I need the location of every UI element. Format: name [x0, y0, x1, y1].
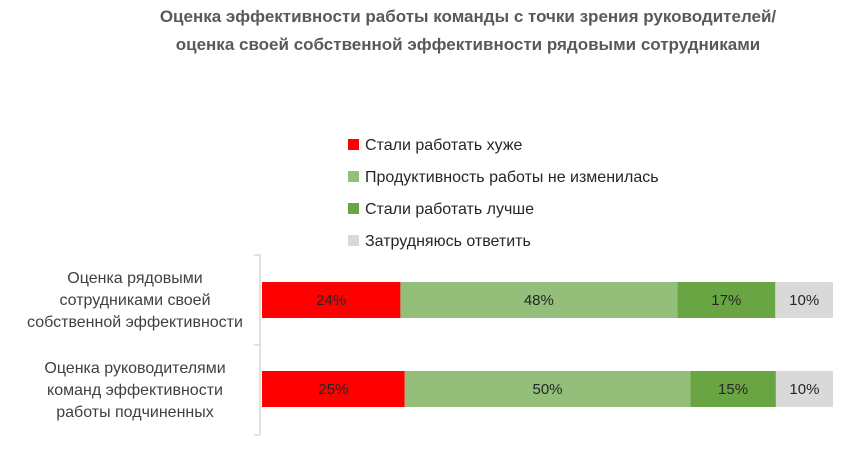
bar-segment — [677, 282, 776, 318]
chart-legend: Стали работать хуже Продуктивность работы… — [348, 137, 659, 250]
legend-swatch — [348, 203, 359, 214]
category-label-line: Оценка руководителями — [44, 360, 225, 377]
data-label: 48% — [524, 292, 554, 309]
chart-title-line-2: оценка своей собственной эффективности р… — [176, 35, 761, 54]
data-label: 10% — [789, 381, 819, 398]
bars: 24% 48% 17% 10% 25% 50% 15% 10% — [262, 282, 833, 407]
legend-swatch — [348, 171, 359, 182]
category-label: Оценка рядовыми сотрудниками своей собстве… — [27, 270, 243, 331]
legend-item: Затрудняюсь ответить — [348, 233, 531, 250]
data-label: 25% — [318, 381, 348, 398]
category-label: Оценка руководителями команд эффективност… — [44, 360, 225, 421]
legend-label: Продуктивность работы не изменилась — [365, 169, 659, 186]
bar-segment — [262, 371, 405, 407]
legend-label: Затрудняюсь ответить — [365, 233, 531, 250]
legend-swatch — [348, 235, 359, 246]
data-label: 10% — [789, 292, 819, 309]
bar-segment — [775, 282, 833, 318]
data-label: 50% — [532, 381, 562, 398]
bar-segment — [404, 371, 691, 407]
bar-segment — [400, 282, 678, 318]
legend-swatch — [348, 139, 359, 150]
legend-label: Стали работать хуже — [365, 137, 523, 154]
bar-segment — [690, 371, 776, 407]
chart-title-line-1: Оценка эффективности работы команды с то… — [160, 7, 777, 26]
legend-item: Стали работать лучше — [348, 201, 534, 218]
legend-item: Продуктивность работы не изменилась — [348, 169, 659, 186]
category-label-line: Оценка рядовыми — [67, 270, 202, 287]
category-label-line: работы подчиненных — [56, 404, 214, 421]
chart-title: Оценка эффективности работы команды с то… — [160, 7, 777, 54]
category-label-line: команд эффективности — [47, 382, 223, 399]
bar-row: 24% 48% 17% 10% — [262, 282, 833, 318]
category-label-line: собственной эффективности — [27, 314, 243, 331]
data-label: 15% — [718, 381, 748, 398]
category-axis: Оценка рядовыми сотрудниками своей собстве… — [27, 254, 261, 436]
category-label-line: сотрудниками своей — [59, 292, 210, 309]
bar-segment — [775, 371, 833, 407]
data-label: 24% — [316, 292, 346, 309]
legend-item: Стали работать хуже — [348, 137, 523, 154]
bar-segment — [262, 282, 401, 318]
data-label: 17% — [711, 292, 741, 309]
bar-row: 25% 50% 15% 10% — [262, 371, 833, 407]
legend-label: Стали работать лучше — [365, 201, 534, 218]
